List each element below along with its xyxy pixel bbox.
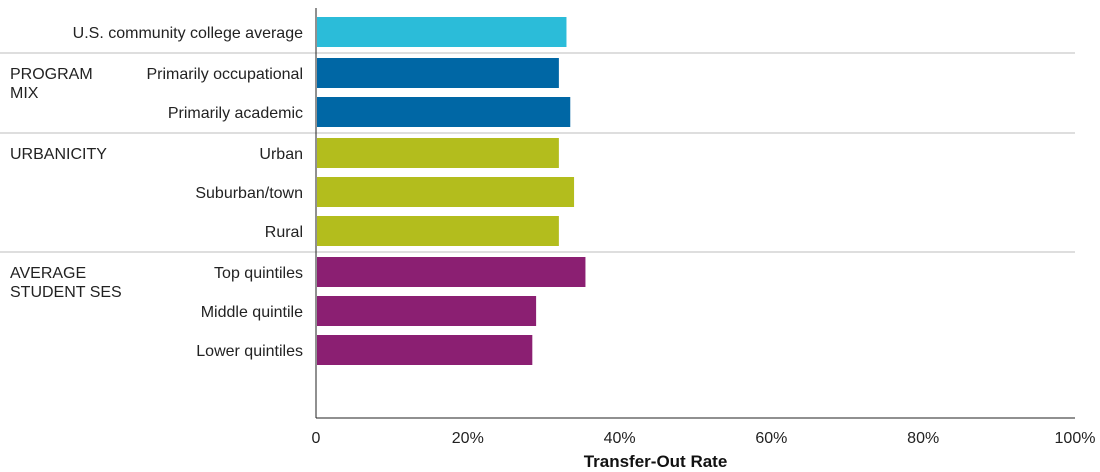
x-axis-title: Transfer-Out Rate (584, 452, 728, 471)
bar (317, 177, 575, 207)
bar (317, 335, 533, 365)
bar (317, 58, 559, 88)
group-label: MIX (10, 85, 39, 102)
bar (317, 17, 567, 47)
x-tick-label: 60% (755, 430, 787, 447)
bars (317, 17, 586, 365)
bar (317, 97, 571, 127)
group-label: STUDENT SES (10, 284, 122, 301)
group-separators (0, 52, 1075, 253)
group-label: PROGRAM (10, 66, 93, 83)
x-tick-label: 20% (452, 430, 484, 447)
category-label: Lower quintiles (196, 343, 303, 360)
category-label: Middle quintile (201, 304, 303, 321)
category-label: Primarily academic (168, 105, 303, 122)
group-label: AVERAGE (10, 265, 86, 282)
bar (317, 138, 559, 168)
bar (317, 216, 559, 246)
x-tick-label: 0 (312, 430, 321, 447)
group-label: URBANICITY (10, 146, 107, 163)
category-label: Suburban/town (195, 185, 303, 202)
x-tick-label: 40% (604, 430, 636, 447)
category-label: U.S. community college average (73, 25, 303, 42)
category-label: Primarily occupational (146, 66, 303, 83)
bar (317, 296, 537, 326)
bar (317, 257, 586, 287)
category-labels: U.S. community college average Primarily … (73, 25, 303, 360)
x-tick-label: 80% (907, 430, 939, 447)
category-label: Rural (265, 224, 303, 241)
x-tick-labels: 0 20% 40% 60% 80% 100% (312, 430, 1096, 447)
group-labels: PROGRAM MIX URBANICITY AVERAGE STUDENT SES (10, 66, 122, 301)
x-tick-label: 100% (1055, 430, 1096, 447)
category-label: Top quintiles (214, 265, 303, 282)
category-label: Urban (259, 146, 303, 163)
